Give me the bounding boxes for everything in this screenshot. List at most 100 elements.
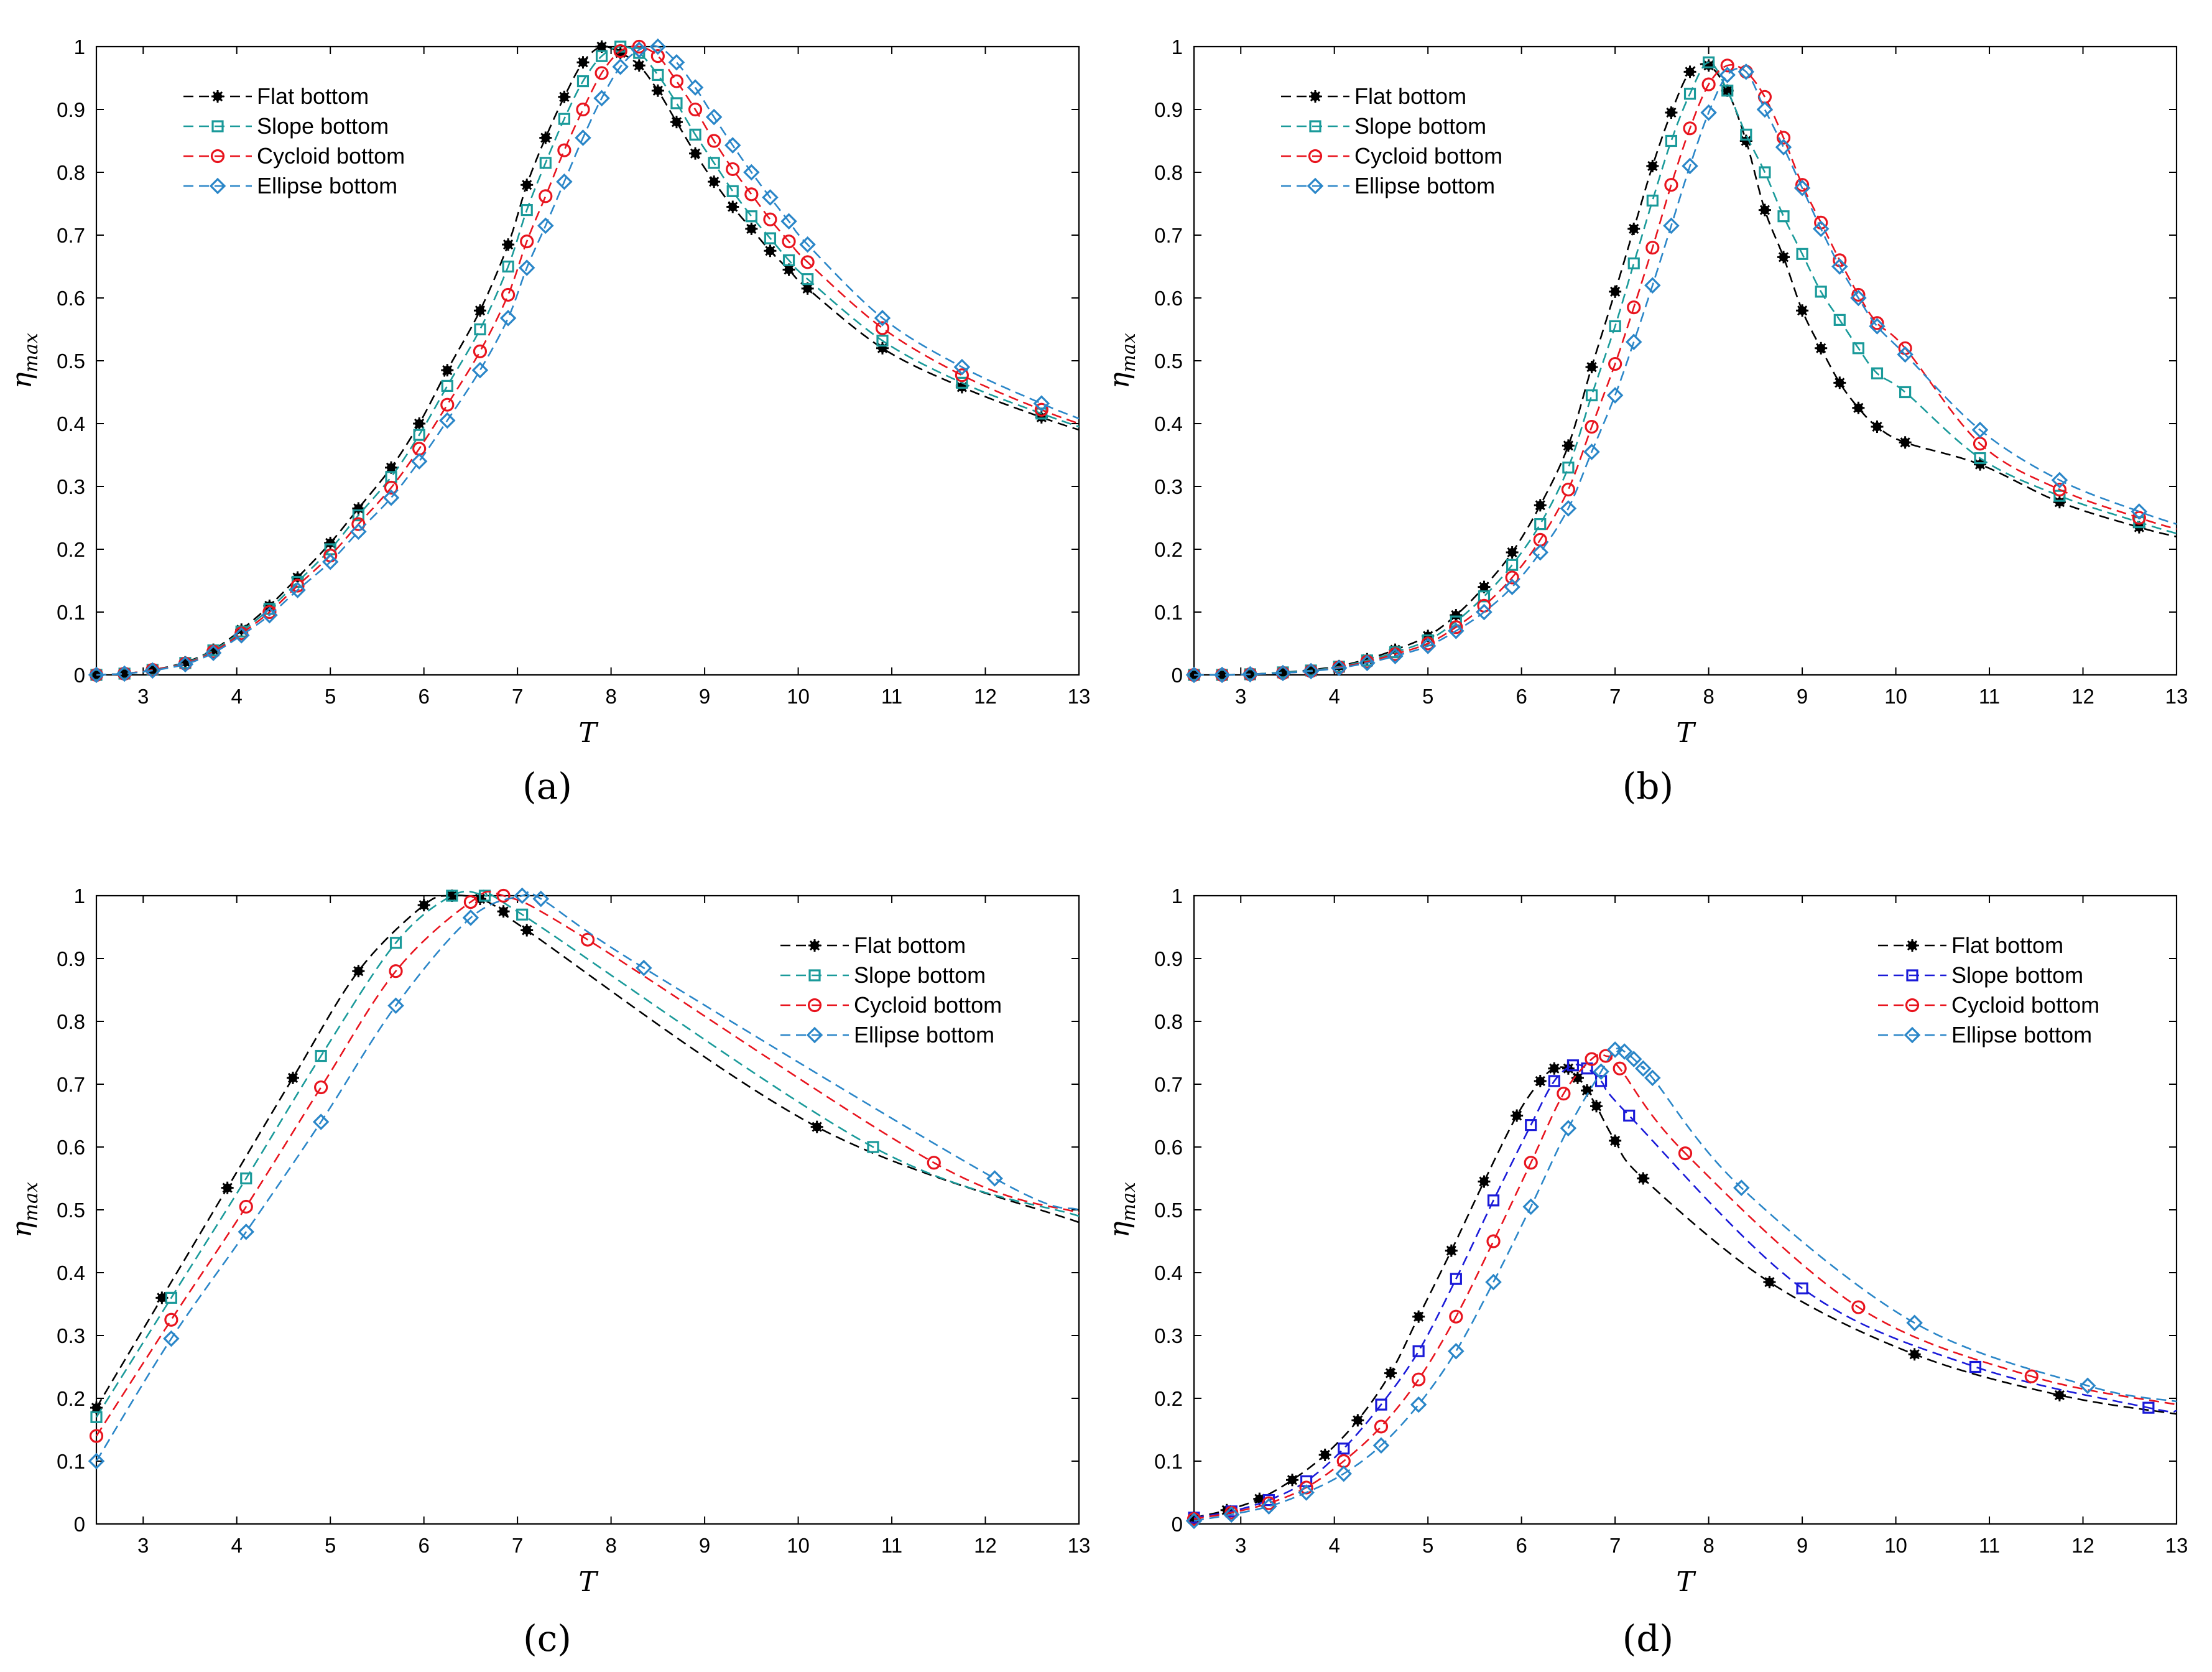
x-tick-label: 8	[605, 1534, 616, 1557]
legend-label: Flat bottom	[1354, 83, 1466, 109]
x-tick-label: 8	[605, 685, 616, 708]
data-point	[1682, 157, 1698, 175]
series-slope	[1188, 1059, 2177, 1524]
legend-marker	[1905, 998, 1920, 1013]
data-point	[1815, 341, 1828, 355]
data-point	[670, 97, 683, 109]
data-point	[1850, 289, 1867, 307]
x-tick-label: 6	[418, 1534, 429, 1557]
y-tick-label: 0.1	[1154, 601, 1183, 624]
x-tick-label: 3	[137, 1534, 149, 1557]
x-tick-label: 7	[512, 1534, 523, 1557]
legend-marker	[1904, 1026, 1921, 1044]
data-point	[1318, 1448, 1331, 1461]
data-point	[780, 213, 797, 230]
y-tick-label: 0.5	[57, 1199, 85, 1222]
y-tick-label: 1	[74, 35, 85, 58]
data-point	[1450, 609, 1463, 622]
data-point	[1678, 1146, 1693, 1161]
series-flat	[1188, 1062, 2177, 1524]
data-point	[953, 358, 971, 376]
legend-marker	[209, 177, 226, 195]
legend-item: Ellipse bottom	[780, 1022, 994, 1047]
y-tick-label: 0.3	[57, 1324, 85, 1347]
data-point	[462, 909, 479, 926]
y-tick-label: 0.2	[1154, 1387, 1183, 1410]
data-point	[1419, 638, 1437, 654]
y-tick-label: 0.3	[57, 475, 85, 498]
data-point	[688, 102, 703, 117]
data-point	[636, 959, 652, 977]
data-point	[1448, 1342, 1465, 1360]
data-point	[520, 235, 534, 249]
data-point	[1478, 1175, 1491, 1188]
data-point	[1338, 1442, 1350, 1455]
data-point	[1627, 300, 1641, 315]
data-point	[314, 1080, 328, 1095]
data-point	[2024, 1369, 2038, 1383]
data-point	[1683, 88, 1696, 100]
data-point	[745, 210, 757, 223]
data-point	[350, 523, 367, 540]
data-point	[471, 361, 489, 379]
data-point	[440, 397, 455, 412]
series-line	[1193, 61, 2177, 676]
y-tick-label: 0.7	[1154, 1073, 1183, 1096]
y-axis-label: ηmax	[6, 333, 42, 389]
data-point	[1557, 1087, 1571, 1101]
data-point	[312, 1113, 330, 1130]
legend-item: Flat bottom	[780, 932, 966, 958]
data-point	[1869, 318, 1886, 335]
y-tick-label: 0.3	[1154, 1324, 1183, 1347]
series-line	[1193, 1066, 2177, 1519]
y-tick-label: 0.4	[57, 412, 85, 435]
data-point	[439, 412, 456, 429]
series-line	[1193, 63, 2177, 676]
data-point	[352, 509, 364, 522]
data-point	[726, 162, 740, 177]
data-point	[1286, 1474, 1298, 1487]
data-point	[1532, 544, 1549, 561]
x-tick-label: 7	[512, 685, 523, 708]
data-point	[521, 204, 533, 216]
data-point	[670, 116, 683, 129]
data-point	[1645, 241, 1660, 255]
legend-item: Cycloid bottom	[780, 992, 1002, 1018]
data-point	[595, 66, 609, 80]
data-point	[1548, 1075, 1560, 1087]
data-point	[2142, 1401, 2155, 1414]
data-point	[580, 932, 595, 947]
data-point	[1899, 386, 1912, 399]
data-point	[1450, 1273, 1462, 1285]
data-point	[576, 75, 590, 88]
y-tick-label: 0.1	[1154, 1450, 1183, 1473]
data-point	[1740, 128, 1752, 141]
y-tick-label: 0.6	[57, 1136, 85, 1159]
x-tick-label: 12	[974, 685, 997, 708]
data-point	[1833, 376, 1846, 389]
chart-svg-b: 3 4 5 6 7 8 9 10 11 12 13 0 0.1 0.2 0.3 0.4 0.5 0.6 0.7 0.8…	[1104, 35, 2188, 749]
legend-item: Slope bottom	[183, 113, 389, 139]
x-tick-label: 9	[1797, 685, 1808, 708]
data-point	[514, 887, 530, 904]
data-point	[955, 368, 969, 383]
legend-item: Cycloid bottom	[183, 143, 405, 169]
series-flat	[90, 889, 1080, 1414]
data-point	[221, 1181, 234, 1194]
data-point	[632, 59, 646, 72]
x-tick-label: 10	[1884, 1534, 1907, 1557]
data-point	[595, 50, 608, 62]
series-slope	[90, 40, 1080, 681]
x-tick-label: 9	[699, 685, 710, 708]
data-point	[389, 937, 402, 949]
y-tick-label: 0.6	[57, 287, 85, 310]
data-point	[1185, 1512, 1203, 1530]
caption-c: (c)	[523, 1617, 572, 1660]
legend-item: Slope bottom	[1878, 962, 2083, 988]
data-point	[1387, 648, 1404, 664]
data-point	[532, 890, 550, 908]
data-point	[1609, 285, 1622, 298]
series-line	[95, 889, 1080, 1418]
data-point	[1971, 421, 1989, 439]
data-point	[1562, 439, 1575, 452]
